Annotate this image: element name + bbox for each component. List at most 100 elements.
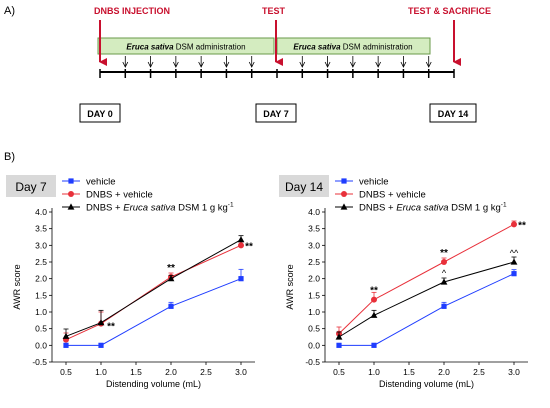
chart-title-badge bbox=[6, 175, 56, 197]
significance-marker: ** bbox=[107, 322, 115, 333]
chart-title: Day 14 bbox=[285, 180, 323, 194]
y-tick-label: 1.0 bbox=[35, 307, 47, 317]
dose-arrow-head bbox=[425, 61, 432, 68]
data-point bbox=[370, 311, 378, 318]
data-point bbox=[511, 221, 517, 228]
event-test-label: TEST bbox=[262, 6, 286, 16]
y-tick-label: 3.0 bbox=[35, 240, 47, 250]
dose-arrow-head bbox=[349, 61, 356, 68]
data-point bbox=[238, 242, 244, 249]
x-tick-label: 1.0 bbox=[368, 367, 380, 377]
x-tick-label: 2.0 bbox=[165, 367, 177, 377]
legend-item-1: DNBS + vehicle bbox=[335, 190, 426, 201]
x-tick-label: 0.5 bbox=[60, 367, 72, 377]
data-point bbox=[336, 342, 342, 348]
dose-arrow-head bbox=[223, 61, 230, 68]
legend-item-2: DNBS + Eruca sativa DSM 1 g kg-1 bbox=[62, 202, 234, 214]
x-tick-label: 1.5 bbox=[130, 367, 142, 377]
y-tick-label: 1.0 bbox=[308, 307, 320, 317]
panel-b-label: B) bbox=[4, 151, 15, 163]
y-tick-label: 1.5 bbox=[35, 290, 47, 300]
data-point bbox=[510, 258, 518, 265]
x-tick-label: 1.0 bbox=[95, 367, 107, 377]
series-2 bbox=[62, 235, 245, 339]
data-point bbox=[371, 342, 377, 348]
dose-arrow-head bbox=[324, 61, 331, 68]
chart-day-14: Day 14 -0.5 0.0 0.5 1.0 1.5 2.0 2.5 3.0 3.5 4.0 0.5… bbox=[279, 175, 528, 389]
data-point bbox=[97, 319, 105, 326]
panel-a-label: A) bbox=[4, 5, 15, 17]
significance-marker: ** bbox=[245, 241, 253, 252]
y-tick-label: 2.0 bbox=[35, 274, 47, 284]
data-point bbox=[440, 278, 448, 285]
data-point bbox=[371, 296, 377, 303]
series-2 bbox=[335, 256, 518, 340]
day-7-box bbox=[255, 103, 297, 123]
legend-item-1: DNBS + vehicle bbox=[62, 190, 153, 201]
data-point bbox=[168, 303, 174, 309]
significance-marker: ** bbox=[370, 286, 378, 297]
dose-arrow-head bbox=[122, 61, 129, 68]
legend-marker bbox=[67, 203, 75, 210]
series-1 bbox=[63, 241, 244, 343]
x-tick-label: 3.0 bbox=[508, 367, 520, 377]
chart-title-badge bbox=[279, 175, 329, 197]
y-tick-label: 4.0 bbox=[308, 207, 320, 217]
legend-label: DNBS + Eruca sativa DSM 1 g kg-1 bbox=[86, 202, 234, 214]
panel-a: A) DNBS INJECTION TEST TEST & SACRIFICE … bbox=[4, 5, 491, 123]
significance-marker: ** bbox=[440, 248, 448, 259]
y-tick-label: -0.5 bbox=[32, 357, 47, 367]
y-axis-label: AWR score bbox=[12, 264, 22, 309]
y-tick-label: 4.0 bbox=[35, 207, 47, 217]
day-0-box bbox=[79, 103, 121, 123]
x-tick-label: 2.0 bbox=[438, 367, 450, 377]
data-point bbox=[335, 333, 343, 340]
y-axis-label: AWR score bbox=[285, 264, 295, 309]
legend-item-0: vehicle bbox=[62, 177, 116, 188]
x-axis-label: Distending volume (mL) bbox=[379, 379, 474, 389]
dose-arrow-head bbox=[198, 61, 205, 68]
series-1 bbox=[336, 220, 517, 337]
legend-label: vehicle bbox=[359, 177, 389, 188]
event-injection-label: DNBS INJECTION bbox=[94, 6, 170, 16]
legend-marker bbox=[68, 178, 74, 184]
series-0 bbox=[336, 269, 517, 348]
significance-marker: ^^ bbox=[510, 248, 519, 258]
series-line bbox=[338, 261, 515, 338]
series-line bbox=[338, 223, 515, 335]
data-point bbox=[441, 259, 447, 265]
admin-box-2-text: Eruca sativa DSM administration bbox=[293, 43, 412, 52]
series-line bbox=[65, 239, 242, 337]
data-point bbox=[62, 332, 70, 339]
legend-marker bbox=[341, 191, 347, 197]
x-tick-label: 2.5 bbox=[200, 367, 212, 377]
y-tick-label: 3.5 bbox=[35, 224, 47, 234]
significance-marker: ^ bbox=[442, 268, 447, 278]
legend-item-2: DNBS + Eruca sativa DSM 1 g kg-1 bbox=[335, 202, 507, 214]
series-line bbox=[66, 278, 242, 346]
admin-box-1-text: Eruca sativa DSM administration bbox=[126, 43, 245, 52]
daily-dose-arrows bbox=[122, 56, 432, 68]
dose-arrow-head bbox=[400, 61, 407, 68]
dose-arrow-head bbox=[299, 61, 306, 68]
chart-day-7: Day 7 -0.5 0.0 0.5 1.0 1.5 2.0 2.5 3.0 3.5 4.0 0.5 1… bbox=[6, 175, 255, 389]
event-sacrifice-label: TEST & SACRIFICE bbox=[408, 6, 491, 16]
series-0 bbox=[63, 268, 244, 348]
day-14-box bbox=[429, 103, 477, 123]
legend-item-0: vehicle bbox=[335, 177, 389, 188]
data-point bbox=[441, 303, 447, 309]
dose-arrow-head bbox=[375, 61, 382, 68]
day-14-label: DAY 14 bbox=[438, 109, 469, 119]
y-tick-label: 1.5 bbox=[308, 290, 320, 300]
x-axis-label: Distending volume (mL) bbox=[106, 379, 201, 389]
x-tick-label: 3.0 bbox=[235, 367, 247, 377]
legend-marker bbox=[68, 191, 74, 197]
significance-marker: ** bbox=[518, 220, 526, 231]
dose-arrow-head bbox=[248, 61, 255, 68]
y-tick-label: 2.0 bbox=[308, 274, 320, 284]
data-point bbox=[167, 275, 175, 282]
panel-b: B) Day 7 -0.5 0.0 0.5 1.0 1.5 2.0 2.5 3.0 3.5 4.0 0… bbox=[4, 151, 528, 389]
legend-marker bbox=[341, 178, 347, 184]
data-point bbox=[238, 276, 244, 282]
timeline-ticks bbox=[99, 69, 455, 78]
